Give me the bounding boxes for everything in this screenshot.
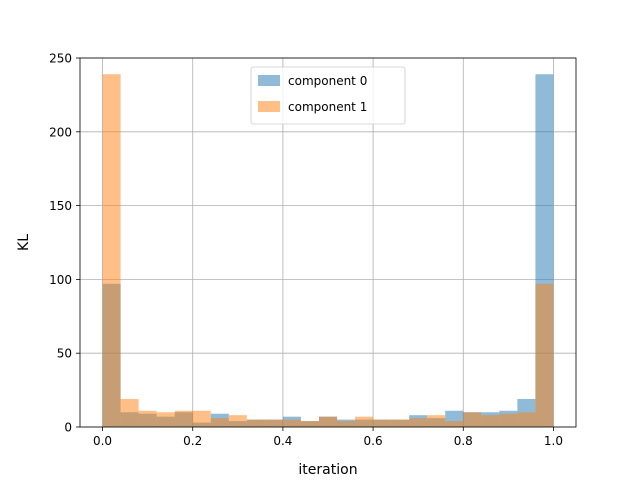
y-tick-label: 200	[49, 125, 72, 139]
x-tick-label: 0.0	[93, 434, 112, 448]
bar-component-1-bin-6	[210, 418, 229, 427]
series-component-1	[102, 74, 554, 428]
plot-frame	[79, 57, 577, 428]
y-axis-ticks: 0 50 100 150 200 250	[49, 52, 80, 435]
bar-component-1-bin-18	[427, 415, 446, 427]
y-axis-label: KL	[16, 234, 32, 251]
legend-box	[250, 66, 406, 125]
bar-component-1-bin-9	[264, 419, 283, 427]
bar-component-1-bin-11	[300, 421, 319, 427]
legend-label-component-1: component 1	[288, 100, 367, 114]
bar-component-1-bin-7	[228, 415, 247, 427]
x-tick-label: 0.8	[454, 434, 473, 448]
bar-component-1-bin-15	[373, 419, 392, 427]
bar-component-1-bin-12	[318, 416, 338, 427]
bar-component-1-bin-13	[337, 421, 356, 427]
bar-component-1-bin-19	[445, 421, 464, 427]
bar-component-1-bin-2	[138, 410, 157, 427]
bar-component-1-bin-20	[463, 412, 482, 427]
y-tick-label: 250	[49, 52, 72, 66]
bar-component-1-bin-17	[409, 418, 428, 427]
y-tick-label: 0	[64, 421, 72, 435]
legend-swatch-component-0	[258, 75, 280, 86]
bar-component-1-bin-4	[174, 410, 193, 427]
bar-component-1-bin-10	[282, 419, 301, 427]
bar-component-1-bin-24	[535, 283, 554, 427]
x-tick-label: 0.4	[273, 434, 292, 448]
bars	[102, 74, 554, 428]
bar-component-1-bin-8	[246, 419, 265, 427]
bar-component-1-bin-0	[102, 74, 121, 428]
bar-component-1-bin-5	[192, 410, 211, 427]
bar-component-1-bin-16	[391, 419, 410, 427]
y-tick-label: 100	[49, 273, 72, 287]
bar-component-1-bin-14	[355, 416, 374, 427]
legend-swatch-component-1	[258, 101, 280, 112]
y-tick-label: 150	[49, 199, 72, 213]
x-tick-label: 0.6	[364, 434, 383, 448]
legend: component 0 component 1	[250, 66, 406, 125]
x-axis-ticks: 0.0 0.2 0.4 0.6 0.8 1.0	[93, 427, 563, 448]
y-tick-label: 50	[57, 347, 72, 361]
legend-label-component-0: component 0	[288, 74, 367, 88]
x-axis-label: iteration	[298, 462, 357, 478]
bar-component-1-bin-1	[120, 398, 139, 427]
bar-component-1-bin-21	[481, 415, 500, 427]
bar-component-1-bin-23	[517, 412, 536, 427]
bar-component-1-bin-22	[499, 413, 518, 427]
x-tick-label: 0.2	[183, 434, 202, 448]
bar-component-1-bin-3	[156, 412, 175, 427]
x-tick-label: 1.0	[544, 434, 563, 448]
